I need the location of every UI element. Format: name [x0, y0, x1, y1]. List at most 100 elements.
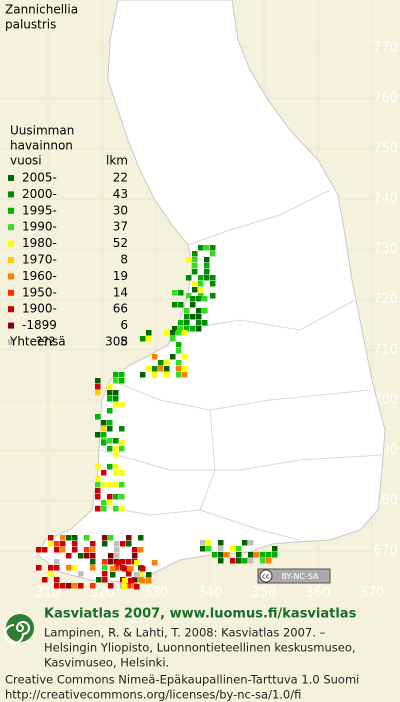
- record-square: [184, 308, 190, 314]
- record-square: [120, 541, 126, 547]
- record-square: [176, 366, 182, 372]
- legend-count: 19: [113, 269, 128, 283]
- legend-label: 1960-: [22, 269, 57, 283]
- record-square: [198, 281, 204, 287]
- record-square: [114, 565, 120, 571]
- legend-swatch: [8, 273, 14, 280]
- record-square: [170, 354, 176, 360]
- legend-count: 6: [120, 318, 128, 332]
- record-square: [132, 547, 138, 553]
- record-square: [164, 330, 170, 336]
- record-square: [107, 390, 113, 396]
- citation: Kasvimuseo, Helsinki.: [44, 656, 169, 670]
- record-square: [204, 257, 210, 263]
- legend-swatch: [8, 289, 14, 296]
- record-square: [107, 420, 113, 426]
- legend-total-label: Yhteensä: [9, 335, 66, 349]
- y-coordinate-label: 760: [373, 91, 398, 106]
- legend-count: 8: [120, 335, 128, 349]
- legend-swatch: [8, 240, 14, 247]
- record-square: [170, 330, 176, 336]
- record-square: [107, 384, 113, 390]
- record-square: [101, 426, 107, 432]
- legend-header: Uusimman: [10, 124, 74, 138]
- legend-count: 66: [113, 302, 128, 316]
- record-square: [90, 565, 96, 571]
- legend-header: lkm: [106, 154, 128, 168]
- citation: Helsingin Yliopisto, Luonnontieteellinen…: [44, 641, 356, 655]
- record-square: [158, 360, 164, 366]
- legend-label: 1980-: [22, 236, 57, 250]
- legend-count: 43: [113, 187, 128, 201]
- record-square: [66, 583, 72, 589]
- record-square: [272, 546, 278, 552]
- record-square: [84, 535, 90, 541]
- y-coordinate-label: 720: [373, 292, 398, 307]
- record-square: [72, 547, 78, 553]
- record-square: [140, 566, 146, 572]
- record-square: [182, 366, 188, 372]
- record-square: [101, 432, 107, 438]
- x-coordinate-label: 370: [360, 586, 385, 601]
- record-square: [152, 372, 158, 378]
- legend-total: 305: [105, 335, 128, 349]
- record-square: [266, 552, 272, 558]
- x-coordinate-label: 330: [144, 586, 169, 601]
- record-square: [190, 326, 196, 332]
- record-square: [202, 308, 208, 314]
- record-square: [200, 540, 206, 546]
- record-square: [126, 571, 132, 577]
- legend-swatch: [8, 224, 14, 231]
- record-square: [101, 506, 107, 512]
- record-square: [200, 546, 206, 552]
- record-square: [210, 245, 216, 251]
- record-square: [66, 553, 72, 559]
- record-square: [119, 372, 125, 378]
- record-square: [134, 572, 140, 578]
- record-square: [158, 366, 164, 372]
- record-square: [176, 360, 182, 366]
- record-square: [48, 571, 54, 577]
- record-square: [248, 558, 254, 564]
- record-square: [113, 402, 119, 408]
- record-square: [66, 565, 72, 571]
- record-square: [78, 553, 84, 559]
- y-coordinate-label: 700: [373, 393, 398, 408]
- record-square: [54, 583, 60, 589]
- x-coordinate-label: 310: [36, 586, 61, 601]
- record-square: [60, 583, 66, 589]
- record-square: [102, 577, 108, 583]
- record-square: [210, 275, 216, 281]
- record-square: [95, 464, 101, 470]
- x-coordinate-label: 360: [306, 586, 331, 601]
- footer-heading: Kasviatlas 2007, www.luomus.fi/kasviatla…: [44, 607, 357, 622]
- record-square: [119, 402, 125, 408]
- legend-count: 52: [113, 236, 128, 250]
- record-square: [95, 384, 101, 390]
- record-square: [202, 296, 208, 302]
- record-square: [119, 482, 125, 488]
- record-square: [108, 553, 114, 559]
- record-square: [54, 559, 60, 565]
- record-square: [260, 558, 266, 564]
- legend-count: 8: [120, 253, 128, 267]
- record-square: [198, 287, 204, 293]
- record-square: [236, 558, 242, 564]
- record-square: [42, 577, 48, 583]
- record-square: [60, 535, 66, 541]
- record-square: [110, 566, 116, 572]
- record-square: [113, 452, 119, 458]
- record-square: [126, 535, 132, 541]
- y-coordinate-label: 750: [373, 141, 398, 156]
- record-square: [146, 572, 152, 578]
- record-square: [164, 360, 170, 366]
- legend-label: 1970-: [22, 253, 57, 267]
- record-square: [132, 577, 138, 583]
- record-square: [128, 566, 134, 572]
- record-square: [152, 366, 158, 372]
- record-square: [107, 396, 113, 402]
- record-square: [108, 559, 114, 565]
- record-square: [101, 470, 107, 476]
- record-square: [119, 470, 125, 476]
- record-square: [242, 540, 248, 546]
